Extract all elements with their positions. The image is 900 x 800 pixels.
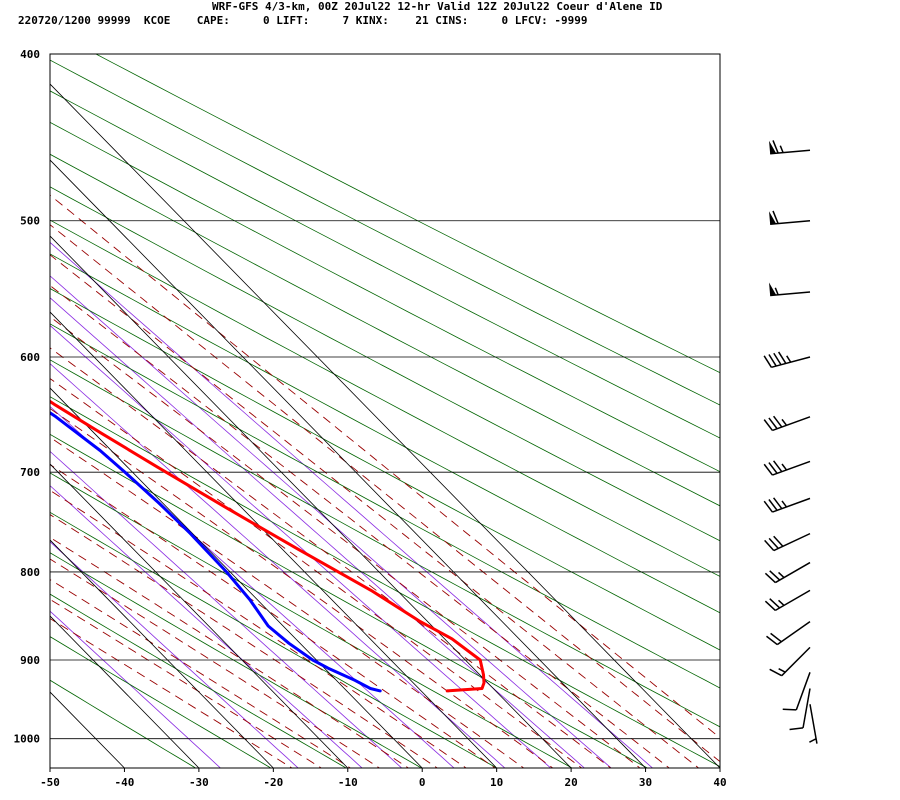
- isotherm-line: [50, 311, 497, 768]
- temperature-tick-label: -20: [263, 776, 283, 789]
- dry-adiabat-line: [50, 552, 423, 768]
- moist-adiabat-line: [50, 598, 323, 768]
- dry-adiabat-line: [50, 396, 720, 768]
- dry-adiabat-line: [50, 59, 720, 406]
- temperature-tick-label: -50: [40, 776, 60, 789]
- mixing-ratio-line: [50, 275, 612, 768]
- moist-adiabat-line: [50, 489, 467, 768]
- moist-adiabat-line: [50, 347, 612, 768]
- dry-adiabat-line: [50, 359, 720, 728]
- temperature-tick-label: -30: [189, 776, 209, 789]
- dry-adiabat-line: [50, 186, 720, 542]
- moist-adiabat-line: [50, 558, 381, 768]
- wind-barb: [769, 140, 811, 155]
- wind-barb: [763, 415, 811, 432]
- dry-adiabat-line: [50, 433, 649, 768]
- dry-adiabat-line: [50, 121, 720, 473]
- pressure-tick-label: 400: [20, 48, 40, 61]
- wind-barb: [782, 672, 811, 711]
- moist-adiabat-line: [50, 194, 720, 739]
- wind-barb: [764, 561, 811, 584]
- chart-title: WRF-GFS 4/3-km, 00Z 20Jul22 12-hr Valid …: [212, 0, 663, 13]
- moist-adiabat-line: [50, 407, 554, 768]
- pressure-tick-label: 600: [20, 351, 40, 364]
- wind-barb: [763, 460, 811, 476]
- moist-adiabat-line: [50, 316, 641, 768]
- mixing-ratio-line: [50, 610, 222, 768]
- dry-adiabat-line: [95, 54, 720, 374]
- isotherm-line: [50, 615, 200, 768]
- isotherm-line: [50, 387, 423, 768]
- pressure-tick-label: 700: [20, 466, 40, 479]
- mixing-ratio-line: [50, 541, 299, 768]
- indices-line: 220720/1200 99999 KCOE CAPE: 0 LIFT: 7 K…: [18, 14, 588, 27]
- dry-adiabat-line: [50, 472, 573, 768]
- moist-adiabat-line: [50, 617, 293, 768]
- wind-barb: [769, 282, 811, 297]
- pressure-tick-label: 1000: [14, 733, 41, 746]
- wind-barb: [789, 688, 811, 731]
- temperature-tick-label: -10: [338, 776, 358, 789]
- wind-barb: [764, 589, 811, 612]
- mixing-ratio-line: [50, 363, 506, 768]
- dry-adiabat-line: [50, 153, 720, 507]
- isotherm-line: [50, 539, 274, 768]
- moist-adiabat-line: [50, 224, 720, 763]
- pressure-tick-label: 900: [20, 654, 40, 667]
- temperature-tick-label: -40: [115, 776, 135, 789]
- temperature-tick-label: 40: [713, 776, 726, 789]
- isotherm-line: [50, 235, 572, 768]
- wind-barb: [809, 704, 818, 744]
- dewpoint-profile: [50, 411, 382, 693]
- pressure-tick-label: 800: [20, 566, 40, 579]
- dry-adiabat-line: [50, 253, 720, 614]
- moist-adiabat-line: [50, 436, 525, 768]
- wind-barb: [763, 497, 811, 513]
- temperature-tick-label: 30: [639, 776, 652, 789]
- temperature-tick-label: 10: [490, 776, 503, 789]
- wind-barb: [769, 646, 811, 677]
- wind-barb: [766, 621, 811, 646]
- isotherm-line: [50, 463, 349, 768]
- isotherm-line: [50, 159, 646, 768]
- temperature-profile: [50, 399, 486, 693]
- wind-barb: [763, 351, 811, 369]
- temperature-tick-label: 20: [564, 776, 577, 789]
- wind-barb: [764, 532, 811, 552]
- plot-frame: [49, 53, 721, 769]
- dry-adiabat-line: [50, 679, 197, 768]
- dry-adiabat-line: [50, 323, 720, 689]
- dry-adiabat-line: [50, 593, 347, 768]
- moist-adiabat-line: [50, 464, 496, 768]
- wind-barb: [769, 210, 811, 225]
- mixing-ratio-line: [50, 450, 403, 768]
- dry-adiabat-line: [50, 219, 720, 577]
- dry-adiabat-line: [50, 90, 720, 439]
- temperature-tick-label: 0: [419, 776, 426, 789]
- mixing-ratio-line: [50, 241, 654, 768]
- isotherm-line: [50, 83, 720, 768]
- moist-adiabat-line: [50, 579, 352, 768]
- moist-adiabat-line: [50, 284, 670, 768]
- dry-adiabat-line: [50, 636, 272, 768]
- mixing-ratio-line: [50, 297, 586, 768]
- mixing-ratio-line: [50, 485, 363, 768]
- mixing-ratio-line: [50, 405, 455, 768]
- dry-adiabat-line: [50, 288, 720, 651]
- dry-adiabat-line: [50, 511, 498, 768]
- pressure-tick-label: 500: [20, 215, 40, 228]
